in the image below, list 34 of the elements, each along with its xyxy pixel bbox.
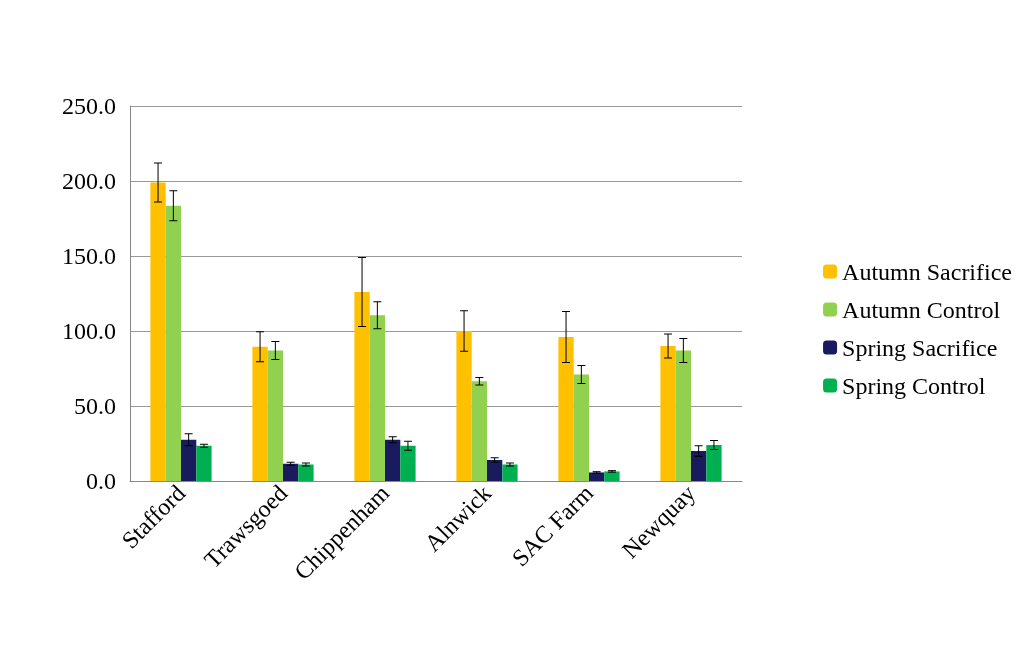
bar	[165, 205, 181, 481]
bar	[456, 331, 472, 481]
bar	[487, 460, 503, 481]
bar	[354, 292, 370, 481]
bar	[706, 445, 722, 481]
bar	[196, 445, 212, 481]
bar	[298, 464, 314, 481]
bar	[660, 346, 676, 481]
y-tick-label: 250.0	[62, 93, 116, 119]
y-tick-label: 50.0	[74, 393, 116, 419]
legend-label: Spring Sacrifice	[842, 334, 998, 361]
y-tick-label: 150.0	[62, 243, 116, 269]
bar	[400, 445, 416, 481]
bar	[604, 471, 620, 481]
bar	[502, 464, 518, 481]
y-tick-label: 200.0	[62, 168, 116, 194]
y-tick-label: 0.0	[86, 468, 116, 494]
bar	[150, 182, 166, 481]
bar	[369, 315, 385, 481]
bar	[471, 381, 487, 481]
bar	[252, 346, 268, 481]
legend-label: Spring Control	[842, 372, 986, 399]
bar	[181, 439, 197, 481]
bar	[267, 350, 283, 481]
legend-label: Autumn Sacrifice	[842, 258, 1013, 285]
legend-label: Autumn Control	[842, 296, 1001, 323]
bar	[283, 463, 299, 481]
bar	[558, 337, 574, 481]
y-tick-label: 100.0	[62, 318, 116, 344]
bar	[385, 439, 401, 481]
bar	[589, 472, 605, 481]
bar	[675, 350, 691, 481]
bar	[573, 374, 589, 481]
bar	[691, 451, 707, 481]
